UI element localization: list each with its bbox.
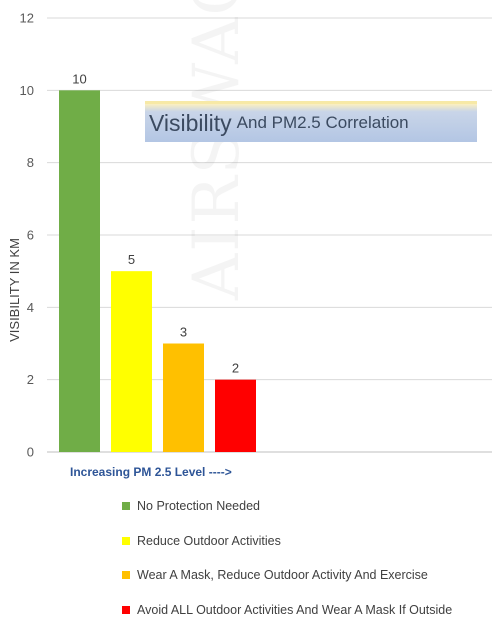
y-tick-label: 4 bbox=[27, 300, 34, 315]
y-tick-label: 8 bbox=[27, 155, 34, 170]
legend: No Protection Needed Reduce Outdoor Acti… bbox=[122, 497, 452, 635]
legend-item: Avoid ALL Outdoor Activities And Wear A … bbox=[122, 601, 452, 619]
legend-swatch-orange bbox=[122, 571, 130, 579]
legend-label: No Protection Needed bbox=[137, 499, 260, 513]
legend-label: Reduce Outdoor Activities bbox=[137, 533, 281, 548]
legend-swatch-yellow bbox=[122, 536, 130, 545]
y-axis-ticks: 0 2 4 6 8 10 12 bbox=[20, 11, 34, 460]
legend-label: Wear A Mask, Reduce Outdoor Activity And… bbox=[137, 568, 428, 582]
chart-title-rest: And PM2.5 Correlation bbox=[236, 113, 409, 132]
bars bbox=[59, 90, 256, 452]
y-tick-label: 0 bbox=[27, 445, 34, 460]
data-label: 10 bbox=[72, 71, 86, 86]
legend-swatch-red bbox=[122, 605, 130, 614]
data-labels: 10 5 3 2 bbox=[72, 71, 239, 375]
x-axis-label: Increasing PM 2.5 Level ----> bbox=[70, 465, 232, 479]
chart-title-main: Visibility bbox=[149, 109, 232, 136]
y-axis-label: VISIBILITY IN KM bbox=[7, 238, 22, 342]
data-label: 2 bbox=[232, 361, 239, 376]
legend-swatch-green bbox=[122, 502, 130, 510]
bar bbox=[163, 343, 204, 452]
legend-label: Avoid ALL Outdoor Activities And Wear A … bbox=[137, 602, 453, 617]
bar bbox=[59, 90, 100, 452]
legend-item: Reduce Outdoor Activities bbox=[122, 532, 452, 550]
bar bbox=[111, 271, 152, 452]
y-tick-label: 10 bbox=[20, 83, 34, 98]
chart-title: Visibility And PM2.5 Correlation bbox=[145, 101, 477, 142]
legend-item: Wear A Mask, Reduce Outdoor Activity And… bbox=[122, 566, 452, 584]
bar bbox=[215, 379, 256, 452]
y-tick-label: 2 bbox=[27, 372, 34, 387]
data-label: 3 bbox=[180, 325, 187, 340]
data-label: 5 bbox=[128, 252, 135, 267]
y-tick-label: 12 bbox=[20, 11, 34, 26]
legend-item: No Protection Needed bbox=[122, 497, 452, 515]
y-tick-label: 6 bbox=[27, 228, 34, 243]
